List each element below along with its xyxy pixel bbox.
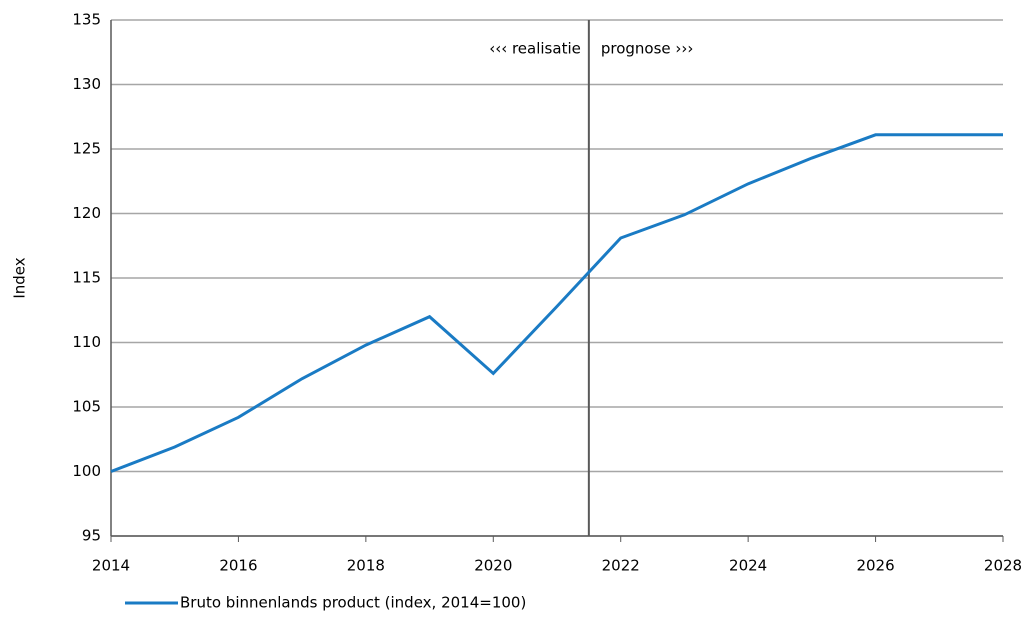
x-tick-label: 2022	[602, 557, 640, 575]
y-tick-label: 125	[72, 140, 101, 158]
x-tick-label: 2014	[92, 557, 130, 575]
legend-label: Bruto binnenlands product (index, 2014=1…	[180, 594, 526, 612]
y-tick-label: 110	[72, 333, 101, 351]
y-tick-label: 95	[82, 527, 101, 545]
y-tick-label: 130	[72, 75, 101, 93]
y-tick-label: 115	[72, 269, 101, 287]
x-tick-label: 2028	[984, 557, 1022, 575]
y-tick-label: 105	[72, 398, 101, 416]
y-tick-label: 135	[72, 11, 101, 29]
x-tick-label: 2018	[347, 557, 385, 575]
annotation: prognose ›››	[601, 40, 694, 58]
y-axis-label: Index	[11, 257, 29, 298]
y-tick-label: 100	[72, 462, 101, 480]
x-tick-label: 2020	[474, 557, 512, 575]
x-tick-label: 2016	[219, 557, 257, 575]
x-tick-label: 2024	[729, 557, 767, 575]
data-line	[110, 133, 1003, 473]
x-tick-label: 2026	[856, 557, 894, 575]
y-tick-label: 120	[72, 204, 101, 222]
annotation: ‹‹‹ realisatie	[489, 40, 581, 58]
